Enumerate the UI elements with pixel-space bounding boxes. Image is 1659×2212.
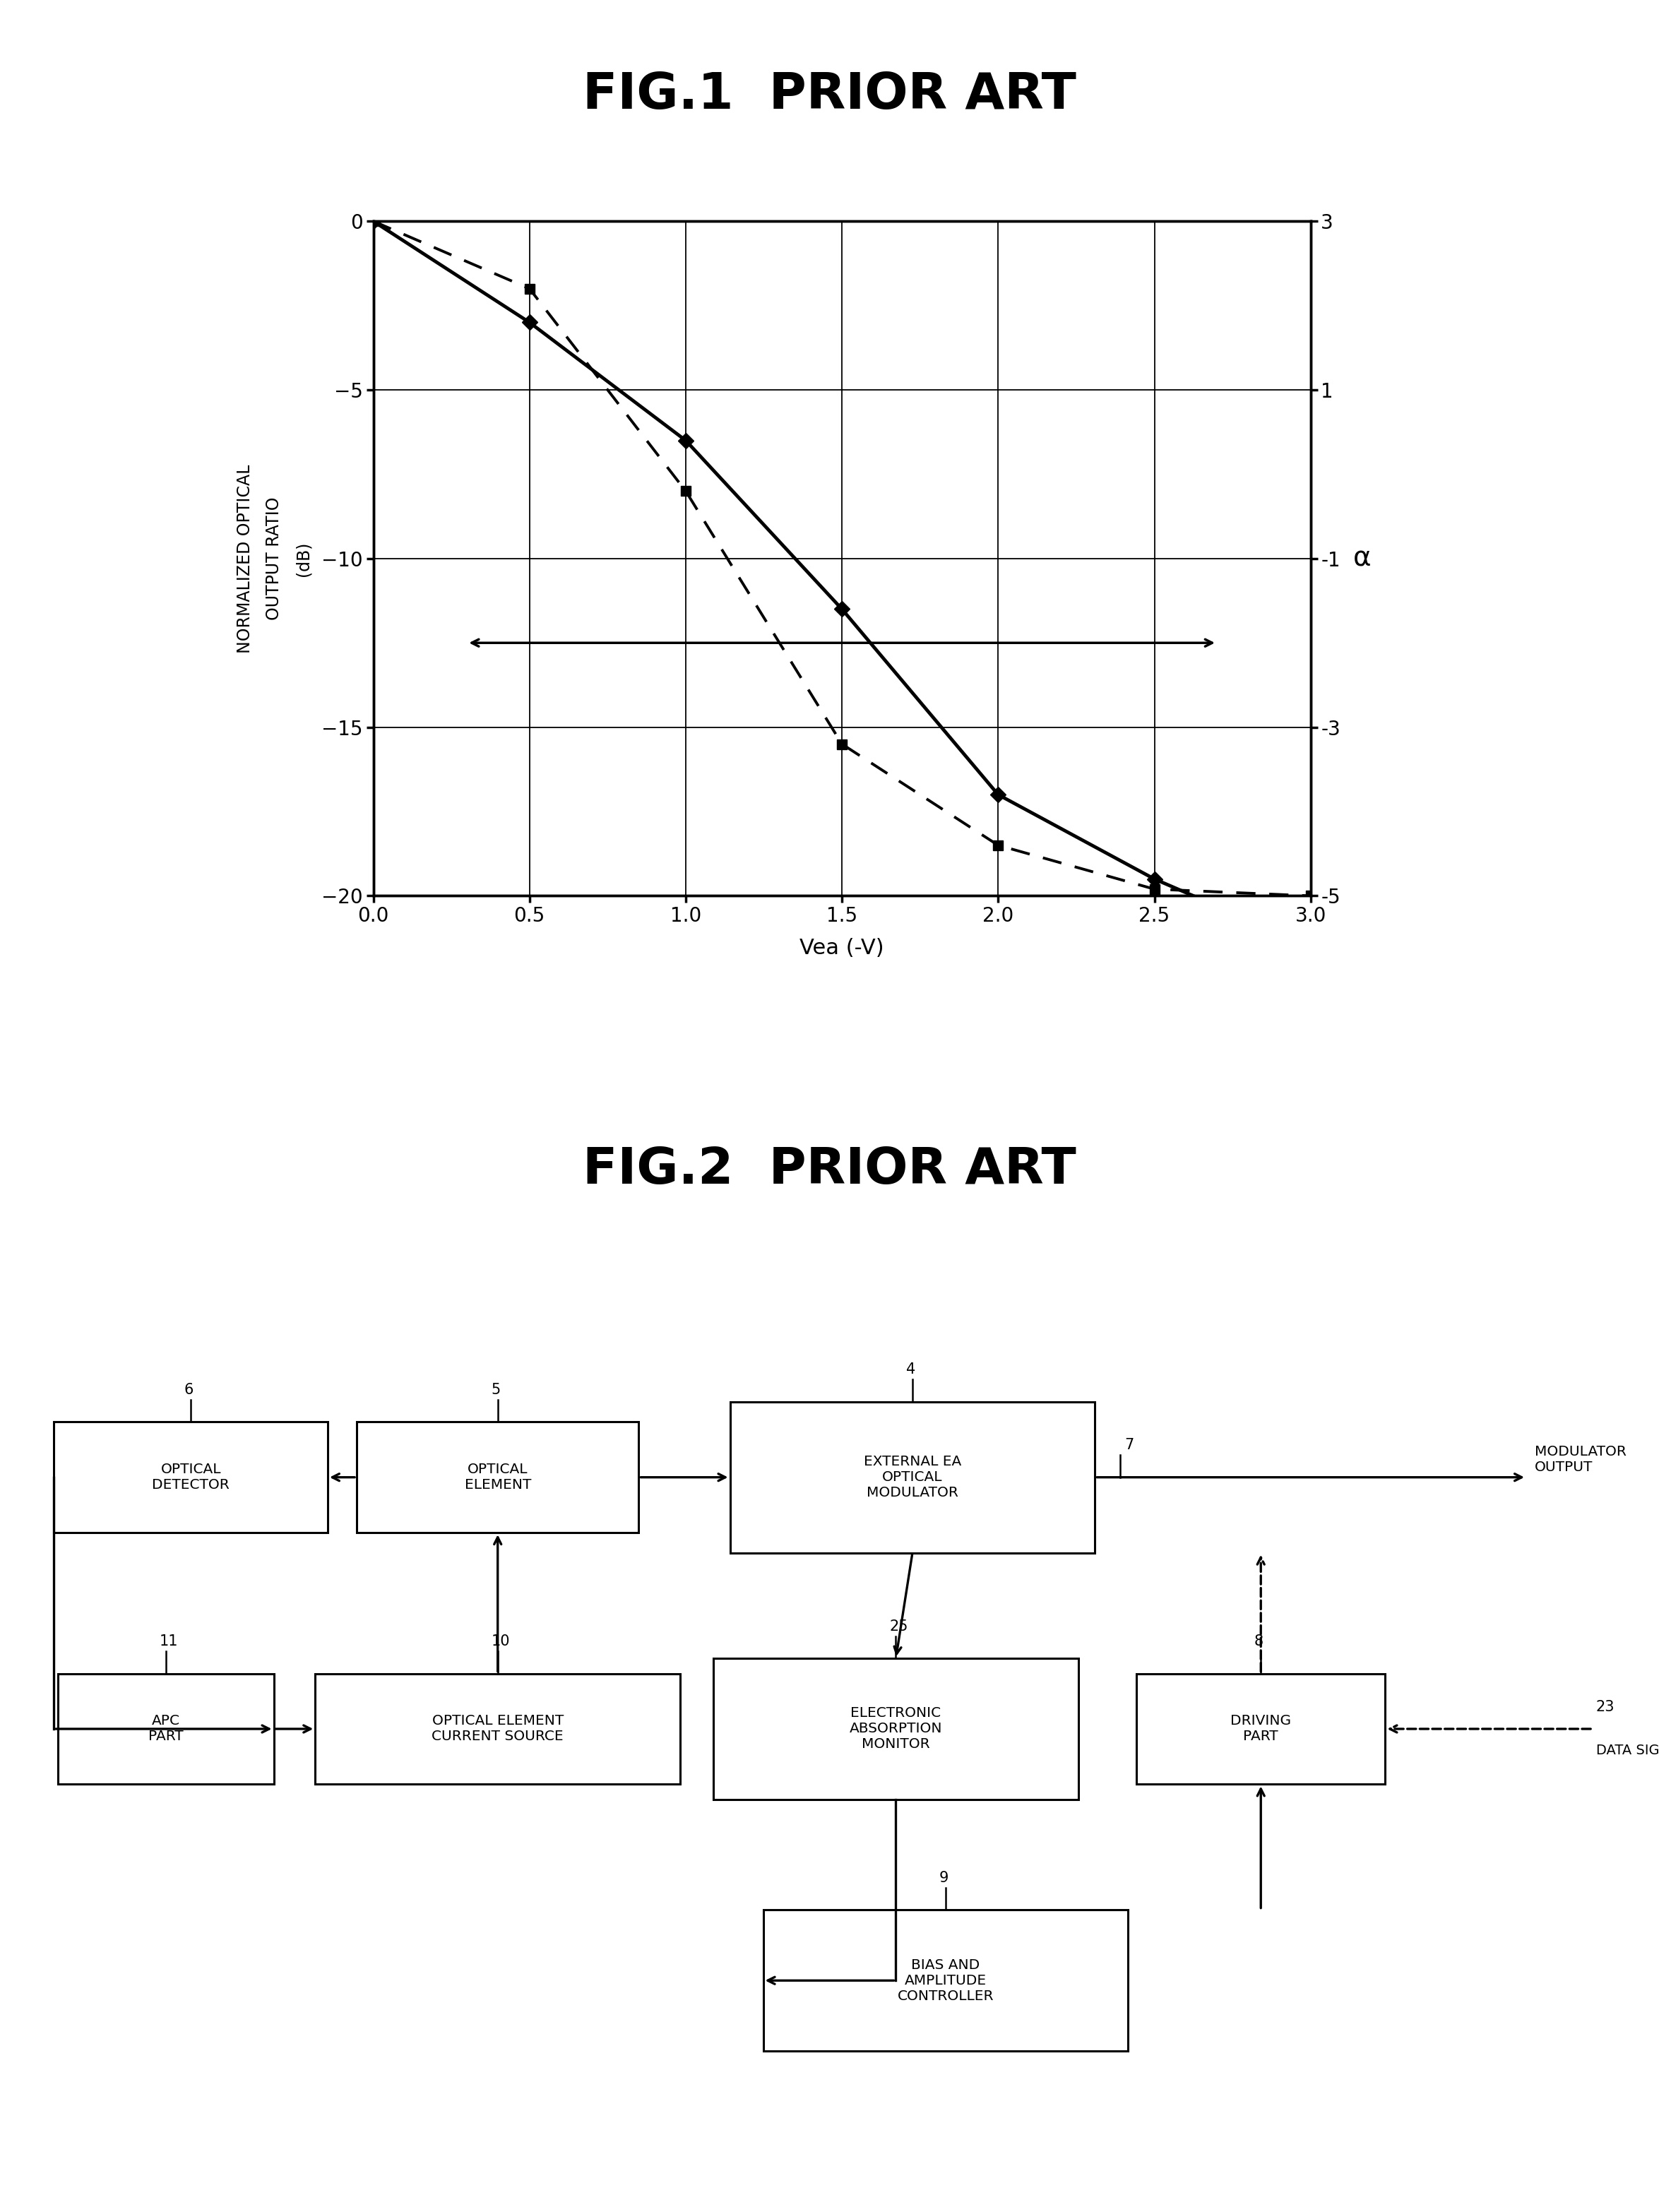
Bar [58, 1674, 274, 1785]
Bar [1136, 1674, 1385, 1785]
Text: 5: 5 [491, 1382, 501, 1396]
Bar [730, 1402, 1095, 1553]
Text: FIG.1  PRIOR ART: FIG.1 PRIOR ART [582, 71, 1077, 119]
Text: 4: 4 [906, 1363, 916, 1376]
Text: 6: 6 [184, 1382, 194, 1396]
Text: EXTERNAL EA
OPTICAL
MODULATOR: EXTERNAL EA OPTICAL MODULATOR [864, 1455, 961, 1500]
X-axis label: Vea (-V): Vea (-V) [800, 938, 884, 958]
Text: OPTICAL
DETECTOR: OPTICAL DETECTOR [153, 1462, 229, 1491]
Text: 9: 9 [939, 1871, 949, 1885]
Text: 10: 10 [491, 1635, 509, 1648]
Text: DRIVING
PART: DRIVING PART [1231, 1714, 1291, 1743]
Text: BIAS AND
AMPLITUDE
CONTROLLER: BIAS AND AMPLITUDE CONTROLLER [898, 1958, 994, 2002]
Y-axis label: α: α [1354, 544, 1370, 573]
Text: 23: 23 [1596, 1699, 1614, 1714]
Y-axis label: NORMALIZED OPTICAL
OUTPUT RATIO
(dB): NORMALIZED OPTICAL OUTPUT RATIO (dB) [237, 465, 312, 653]
Text: OPTICAL ELEMENT
CURRENT SOURCE: OPTICAL ELEMENT CURRENT SOURCE [431, 1714, 564, 1743]
Text: 7: 7 [1125, 1438, 1135, 1451]
Text: APC
PART: APC PART [148, 1714, 184, 1743]
Text: OPTICAL
ELEMENT: OPTICAL ELEMENT [465, 1462, 531, 1491]
Text: 25: 25 [889, 1619, 907, 1632]
Text: 11: 11 [159, 1635, 178, 1648]
Text: DATA SIGNAL: DATA SIGNAL [1596, 1743, 1659, 1756]
Bar [713, 1659, 1078, 1798]
Bar [763, 1909, 1128, 2051]
Bar [53, 1422, 328, 1533]
Text: FIG.2  PRIOR ART: FIG.2 PRIOR ART [582, 1146, 1077, 1194]
Text: MODULATOR
OUTPUT: MODULATOR OUTPUT [1535, 1444, 1626, 1473]
Text: ELECTRONIC
ABSORPTION
MONITOR: ELECTRONIC ABSORPTION MONITOR [849, 1708, 942, 1752]
Text: 8: 8 [1254, 1635, 1264, 1648]
Bar [357, 1422, 639, 1533]
Bar [315, 1674, 680, 1785]
